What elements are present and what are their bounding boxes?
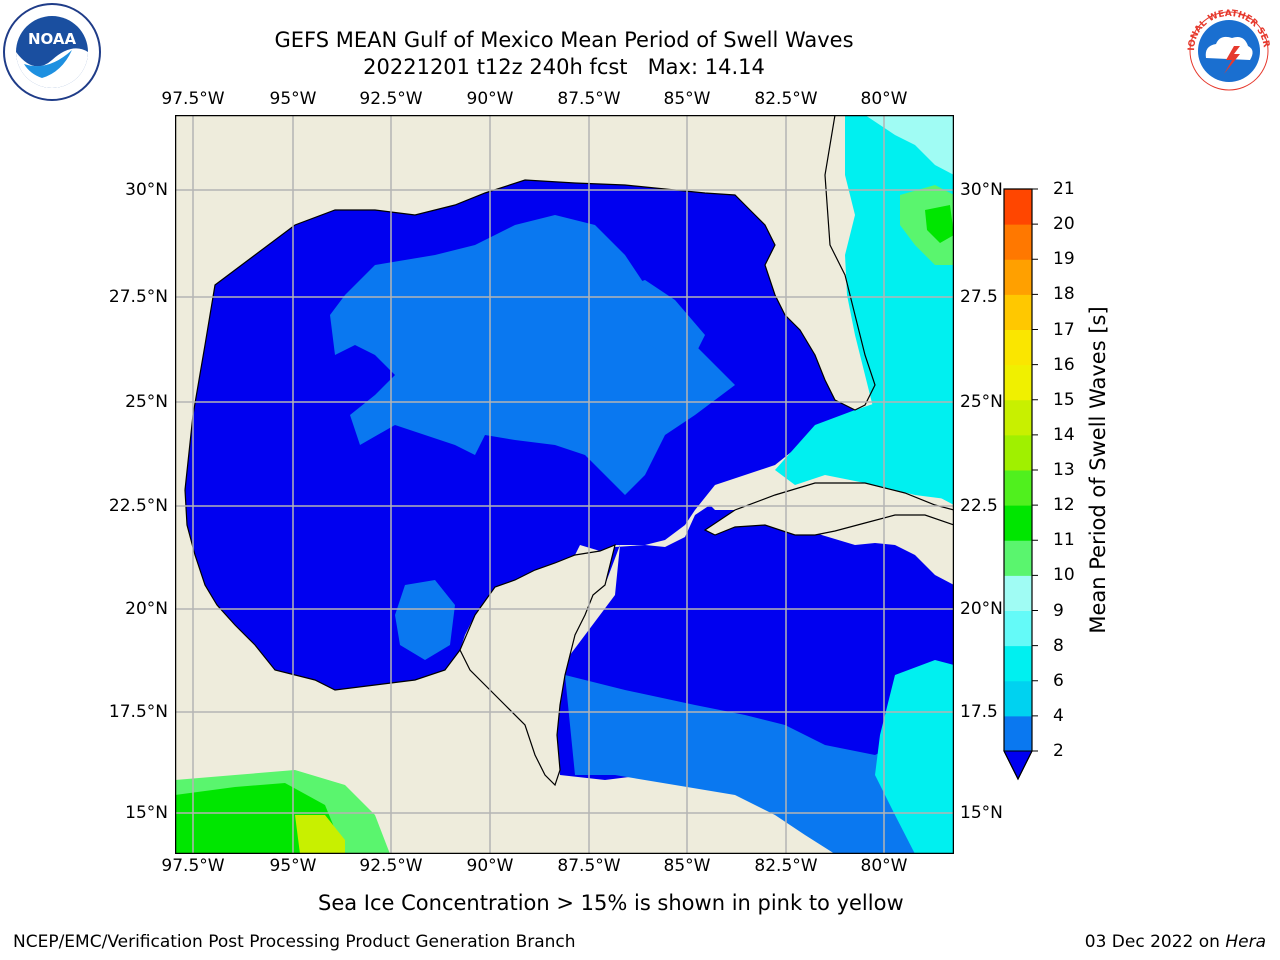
colorbar-tick-label: 20 — [1053, 214, 1075, 235]
lat-label-right: 25°N — [960, 392, 1003, 412]
colorbar-segment — [1004, 680, 1032, 717]
colorbar-segment — [1004, 399, 1032, 436]
lat-label-left: 25°N — [125, 392, 168, 412]
coastline — [184, 115, 876, 491]
colorbar-tick-label: 21 — [1053, 179, 1075, 199]
lon-label-bottom: 97.5°W — [161, 856, 225, 876]
lon-label-bottom: 80°W — [860, 856, 908, 876]
lon-label-bottom: 90°W — [466, 856, 514, 876]
lon-label-top: 97.5°W — [161, 89, 225, 109]
lon-label-bottom: 87.5°W — [557, 856, 621, 876]
colorbar-segment — [1004, 224, 1032, 260]
lat-label-left: 27.5°N — [108, 287, 168, 307]
colorbar-tick-label: 11 — [1053, 530, 1075, 551]
yucatan-peninsula — [459, 544, 616, 787]
lon-label-top: 92.5°W — [359, 89, 423, 109]
colorbar-segment — [1004, 259, 1032, 295]
noaa-logo-icon: NOAA — [3, 3, 101, 101]
chart-subtitle: 20221201 t12z 240h fcst Max: 14.14 — [363, 55, 765, 79]
colorbar-tick-label: 9 — [1053, 600, 1064, 621]
lon-label-bottom: 82.5°W — [754, 856, 818, 876]
lat-label-left: 20°N — [125, 599, 168, 619]
colorbar-tick-label: 6 — [1053, 670, 1064, 691]
bay-of-campeche-swell — [395, 580, 455, 660]
pacific-swell-yellow — [295, 815, 345, 854]
lon-label-bottom: 95°W — [269, 856, 317, 876]
colorbar-segment — [1004, 470, 1032, 506]
colorbar-segment — [1004, 434, 1032, 471]
colorbar-tick-label: 17 — [1053, 319, 1075, 340]
colorbar-segment — [1004, 645, 1032, 682]
gulf-of-mexico-map — [175, 115, 954, 854]
chart-title: GEFS MEAN Gulf of Mexico Mean Period of … — [274, 28, 854, 52]
caribbean-cyan-swell — [875, 660, 954, 854]
lat-label-right: 27.5 — [960, 287, 998, 307]
footer-branch: NCEP/EMC/Verification Post Processing Pr… — [13, 932, 576, 952]
lon-label-top: 90°W — [466, 89, 514, 109]
coastline-west — [184, 489, 461, 691]
atlantic-core-swell — [925, 205, 954, 243]
lat-label-left: 17.5°N — [108, 702, 168, 722]
map-gridlines — [175, 115, 954, 854]
colorbar-segment — [1004, 505, 1032, 541]
svg-text:NOAA: NOAA — [28, 30, 77, 48]
map-frame — [175, 115, 954, 854]
colorbar-tick-label: 15 — [1053, 389, 1075, 410]
colorbar-tick-label: 13 — [1053, 460, 1075, 480]
lon-label-top: 82.5°W — [754, 89, 818, 109]
east-gulf-swell — [615, 280, 705, 365]
lon-label-bottom: 92.5°W — [359, 856, 423, 876]
colorbar-extend — [1003, 750, 1033, 781]
sea-ice-note: Sea Ice Concentration > 15% is shown in … — [318, 891, 904, 915]
colorbar-segment — [1004, 189, 1032, 225]
lon-label-bottom: 85°W — [663, 856, 711, 876]
lon-label-top: 80°W — [860, 89, 908, 109]
lon-label-top: 85°W — [663, 89, 711, 109]
footer-date: 03 Dec 2022 on Hera — [1084, 932, 1266, 952]
colorbar-segment — [1004, 294, 1032, 330]
lat-label-left: 30°N — [125, 180, 168, 200]
colorbar-segment — [1004, 610, 1032, 647]
footer-host: Hera — [1225, 932, 1266, 952]
colorbar-tick-label: 18 — [1053, 284, 1075, 305]
lon-label-top: 87.5°W — [557, 89, 621, 109]
lat-label-left: 22.5°N — [108, 496, 168, 516]
colorbar-segment — [1004, 329, 1032, 366]
colorbar-frame — [1003, 188, 1033, 781]
lat-label-right: 30°N — [960, 180, 1003, 200]
colorbar-tick-label: 8 — [1053, 635, 1064, 656]
lon-label-top: 95°W — [269, 89, 317, 109]
florida-straits-swell — [775, 400, 954, 500]
cuba — [703, 482, 954, 536]
lat-label-right: 22.5 — [960, 496, 998, 516]
atlantic-light-swell — [865, 115, 954, 175]
colorbar-tick-label: 19 — [1053, 249, 1075, 270]
colorbar-tick-label: 10 — [1053, 565, 1075, 586]
colorbar-segment — [1004, 540, 1032, 576]
colorbar-tick-label: 4 — [1053, 705, 1064, 726]
colorbar-label: Mean Period of Swell Waves [s] — [1086, 306, 1110, 634]
lat-label-left: 15°N — [125, 803, 168, 823]
colorbar-segment — [1004, 575, 1032, 611]
colorbar-segment — [1004, 715, 1032, 752]
colorbar-segment — [1004, 364, 1032, 401]
lat-label-right: 20°N — [960, 599, 1003, 619]
colorbar-tick-label: 14 — [1053, 424, 1075, 445]
colorbar-tick-label: 16 — [1053, 354, 1075, 375]
colorbar-tick-label: 2 — [1053, 741, 1064, 761]
lat-label-right: 15°N — [960, 803, 1003, 823]
caribbean-swell — [565, 675, 954, 854]
nws-logo-icon: NATIONAL WEATHER SERVICE — [1180, 2, 1276, 98]
lat-label-right: 17.5 — [960, 702, 998, 722]
colorbar — [1003, 188, 1038, 781]
colorbar-tick-label: 12 — [1053, 495, 1075, 516]
